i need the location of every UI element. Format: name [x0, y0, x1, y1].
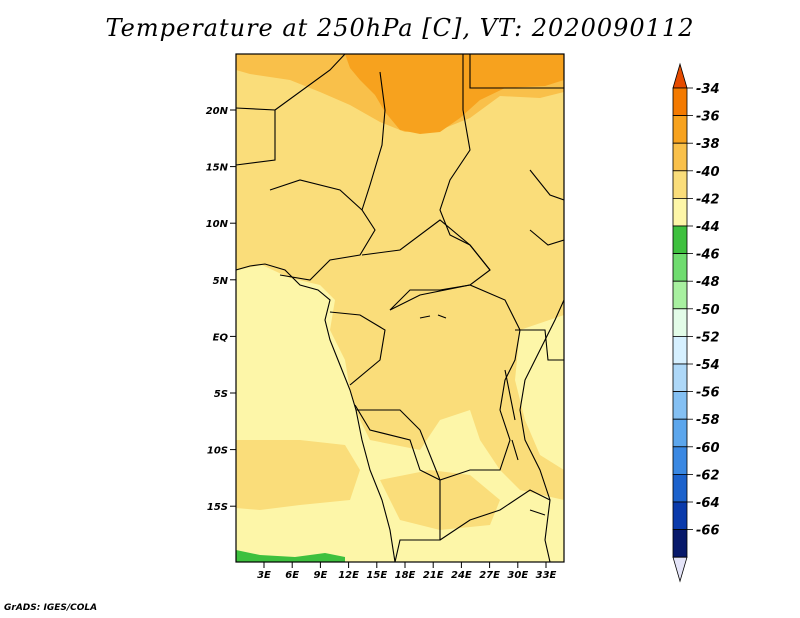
colorbar-segment: [672, 446, 688, 475]
border-sahel: [236, 54, 346, 166]
border-drc: [354, 284, 521, 481]
colorbar-label: -66: [696, 524, 720, 539]
colorbar-segment: [672, 501, 688, 531]
lat-tick-label: EQ: [213, 332, 229, 343]
border-zambia: [439, 489, 551, 541]
lon-tick-label: 27E: [479, 570, 500, 581]
region-minus40-central: [390, 285, 505, 410]
lon-tick-label: 21E: [423, 570, 444, 581]
coastline-west: [236, 263, 396, 562]
colorbar-label: -58: [696, 413, 720, 428]
lat-tick-label: 10S: [207, 446, 228, 457]
colorbar-label: -52: [696, 330, 720, 345]
colorbar-segment: [672, 529, 688, 558]
colorbar-segment: [672, 335, 688, 365]
colorbar-segment: [672, 197, 688, 227]
colorbar-segment: [672, 391, 688, 420]
lon-tick-label: 24E: [451, 570, 472, 581]
border-chad-libya: [361, 71, 386, 211]
colorbar-label: -38: [696, 137, 720, 152]
map-boundaries: [236, 54, 564, 562]
grads-credit: GrADS: IGES/COLA: [4, 603, 98, 613]
colorbar-segment: [672, 225, 688, 255]
colorbar-segment: [672, 115, 688, 144]
colorbar-segment: [672, 473, 688, 503]
colorbar-label: -42: [696, 192, 720, 207]
map-frame: [235, 53, 565, 563]
colorbar-label: -44: [696, 220, 720, 235]
colorbar-top-arrow: [672, 62, 688, 89]
colorbar-label: -34: [696, 82, 720, 97]
colorbar-segment: [672, 308, 688, 337]
longitude-axis: 3E 6E 9E 12E 15E 18E 21E 24E 27E 30E 33E: [257, 562, 557, 581]
coastline-east: [519, 299, 564, 562]
lat-tick-label: 15S: [207, 502, 228, 513]
lon-tick-label: 33E: [536, 570, 557, 581]
colorbar-label: -46: [696, 248, 720, 263]
colorbar-segment: [672, 253, 688, 282]
colorbar-label: -50: [696, 303, 720, 318]
colorbar-label: -48: [696, 275, 720, 290]
latitude-axis: 20N 15N 10N 5N EQ 5S 10S 15S: [206, 106, 236, 513]
border-car: [361, 219, 491, 311]
lat-tick-label: 10N: [206, 219, 229, 230]
colorbar-label: -56: [696, 386, 720, 401]
colorbar-label: -40: [696, 165, 720, 180]
temperature-field: [236, 54, 564, 562]
lon-tick-label: 9E: [314, 570, 328, 581]
colorbar-segment: [672, 363, 688, 393]
lat-tick-label: 5S: [214, 389, 228, 400]
colorbar-segment: [672, 418, 688, 448]
region-minus42-east: [515, 315, 564, 470]
region-minus44-southwest: [236, 550, 345, 562]
colorbar-segment: [672, 280, 688, 310]
map-title: Temperature at 250hPa [C], VT: 202009011…: [105, 14, 695, 42]
lon-tick-label: 30E: [507, 570, 528, 581]
lon-tick-label: 6E: [285, 570, 299, 581]
border-sudan: [439, 54, 491, 271]
lon-tick-label: 3E: [257, 570, 271, 581]
lon-tick-label: 18E: [395, 570, 416, 581]
colorbar-label: -62: [696, 468, 720, 483]
colorbar-bottom-arrow: [672, 556, 688, 583]
lat-tick-label: 15N: [206, 163, 229, 174]
region-minus40-southwest: [236, 440, 360, 510]
colorbar-label: -54: [696, 358, 720, 373]
colorbar-label: -36: [696, 110, 720, 125]
border-east: [515, 169, 564, 361]
colorbar-segment: [672, 170, 688, 199]
border-congo: [329, 311, 386, 386]
colorbar-label: -60: [696, 441, 720, 456]
lon-tick-label: 15E: [366, 570, 387, 581]
lat-tick-label: 5N: [213, 276, 229, 287]
colorbar: -34 -36 -38 -40 -42 -44 -46 -48 -50 -52 -54 -56 -58 -…: [672, 62, 720, 583]
colorbar-label: -64: [696, 496, 720, 511]
lat-tick-label: 20N: [206, 106, 229, 117]
colorbar-segment: [672, 87, 688, 117]
region-minus36-north: [345, 54, 564, 134]
border-nigeria: [269, 179, 376, 281]
border-egypt: [469, 54, 564, 89]
border-angola: [356, 409, 441, 562]
lon-tick-label: 12E: [338, 570, 359, 581]
lake-outlines: [419, 314, 546, 516]
colorbar-segment: [672, 142, 688, 172]
